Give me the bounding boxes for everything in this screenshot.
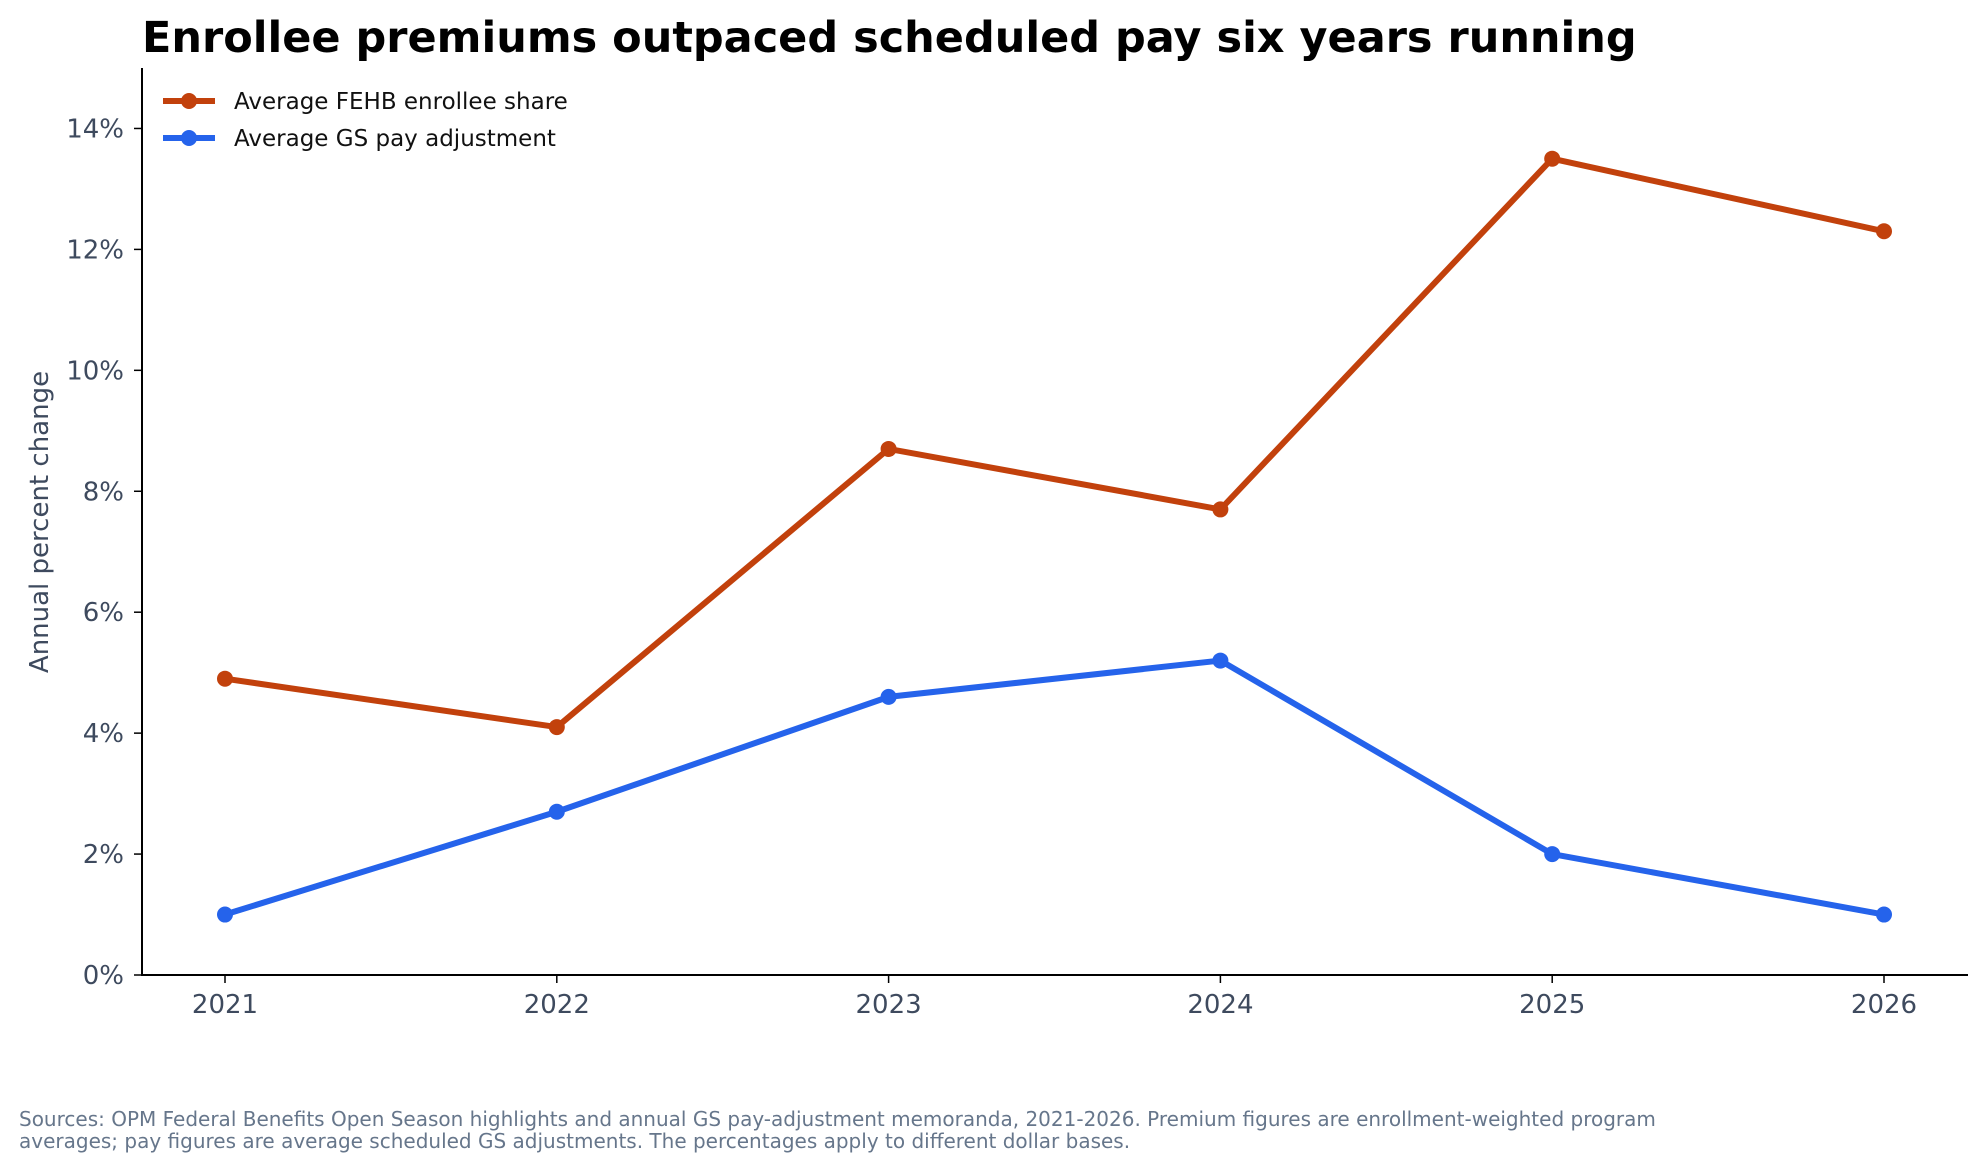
- series-line-gs-pay: [222, 657, 1887, 918]
- y-tick-label: 2%: [83, 840, 124, 870]
- data-point-gs-pay: [217, 906, 233, 923]
- y-tick-label: 14%: [66, 114, 124, 144]
- y-tick-label: 4%: [83, 719, 124, 749]
- y-tick-label: 6%: [83, 598, 124, 628]
- y-tick-label: 12%: [66, 235, 124, 265]
- legend-item-fehb: Average FEHB enrollee share: [163, 89, 568, 115]
- y-axis-ticks: 0% 2% 4% 6% 8% 10% 12% 14%: [66, 114, 142, 991]
- x-tick-label: 2026: [1851, 990, 1917, 1020]
- x-tick-label: 2022: [524, 990, 590, 1020]
- data-point-gs-pay: [880, 688, 897, 705]
- legend-swatch-marker: [181, 93, 197, 109]
- data-point-gs-pay: [1544, 846, 1561, 863]
- legend: Average FEHB enrollee share Average GS p…: [163, 89, 568, 152]
- data-point-fehb: [880, 440, 897, 457]
- y-tick-label: 8%: [83, 477, 124, 507]
- data-point-fehb: [217, 670, 233, 687]
- x-tick-label: 2023: [856, 990, 922, 1020]
- data-point-fehb: [1212, 501, 1229, 518]
- legend-swatch-marker: [181, 130, 197, 146]
- x-tick-label: 2021: [192, 990, 258, 1020]
- data-point-gs-pay: [1212, 652, 1229, 669]
- series-line-fehb: [222, 155, 1887, 731]
- y-tick-label: 0%: [83, 961, 124, 991]
- x-tick-label: 2025: [1519, 990, 1585, 1020]
- series-layer: [217, 150, 1892, 923]
- data-point-fehb: [1544, 150, 1561, 167]
- x-axis-ticks: 2021 2022 2023 2024 2025 2026: [192, 975, 1917, 1020]
- x-tick-label: 2024: [1187, 990, 1253, 1020]
- data-point-gs-pay: [548, 803, 565, 820]
- legend-label-gs-pay: Average GS pay adjustment: [234, 126, 556, 152]
- source-footnote-line-2: averages; pay figures are average schedu…: [19, 1129, 1130, 1153]
- data-point-fehb: [548, 719, 565, 736]
- y-tick-label: 10%: [66, 356, 124, 386]
- data-point-fehb: [1876, 223, 1892, 240]
- y-axis-label: Annual percent change: [25, 371, 55, 673]
- legend-item-gs-pay: Average GS pay adjustment: [163, 126, 556, 152]
- legend-label-fehb: Average FEHB enrollee share: [234, 89, 568, 115]
- source-footnote-line-1: Sources: OPM Federal Benefits Open Seaso…: [19, 1107, 1656, 1131]
- data-point-gs-pay: [1876, 906, 1892, 923]
- chart-title: Enrollee premiums outpaced scheduled pay…: [142, 13, 1637, 63]
